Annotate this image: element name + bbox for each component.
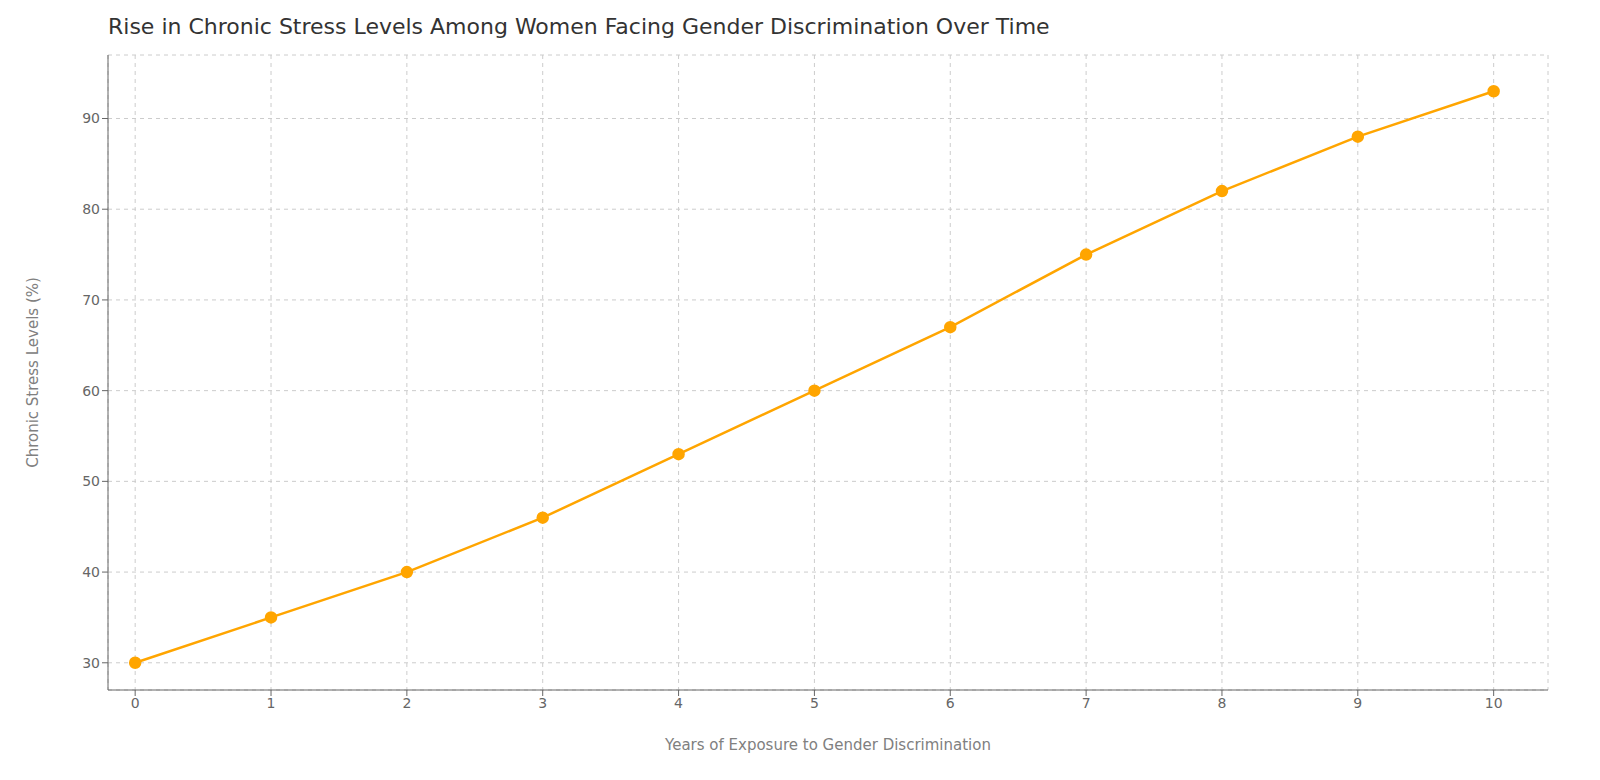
- svg-text:Chronic Stress Levels (%): Chronic Stress Levels (%): [24, 277, 42, 468]
- svg-text:10: 10: [1485, 695, 1503, 711]
- svg-text:90: 90: [82, 110, 100, 126]
- svg-text:6: 6: [946, 695, 955, 711]
- svg-text:60: 60: [82, 383, 100, 399]
- svg-text:80: 80: [82, 201, 100, 217]
- svg-text:30: 30: [82, 655, 100, 671]
- svg-text:4: 4: [674, 695, 683, 711]
- svg-text:8: 8: [1218, 695, 1227, 711]
- svg-text:40: 40: [82, 564, 100, 580]
- svg-text:7: 7: [1082, 695, 1091, 711]
- svg-text:5: 5: [810, 695, 819, 711]
- svg-text:Years of Exposure to Gender Di: Years of Exposure to Gender Discriminati…: [664, 736, 991, 754]
- svg-text:2: 2: [402, 695, 411, 711]
- svg-text:0: 0: [131, 695, 140, 711]
- svg-text:70: 70: [82, 292, 100, 308]
- html-text:Rise in Chronic Stress Levels: Rise in Chronic Stress Levels Among Wome…: [108, 14, 1050, 39]
- svg-text:3: 3: [538, 695, 547, 711]
- svg-text:50: 50: [82, 473, 100, 489]
- svg-text:1: 1: [267, 695, 276, 711]
- svg-text:9: 9: [1353, 695, 1362, 711]
